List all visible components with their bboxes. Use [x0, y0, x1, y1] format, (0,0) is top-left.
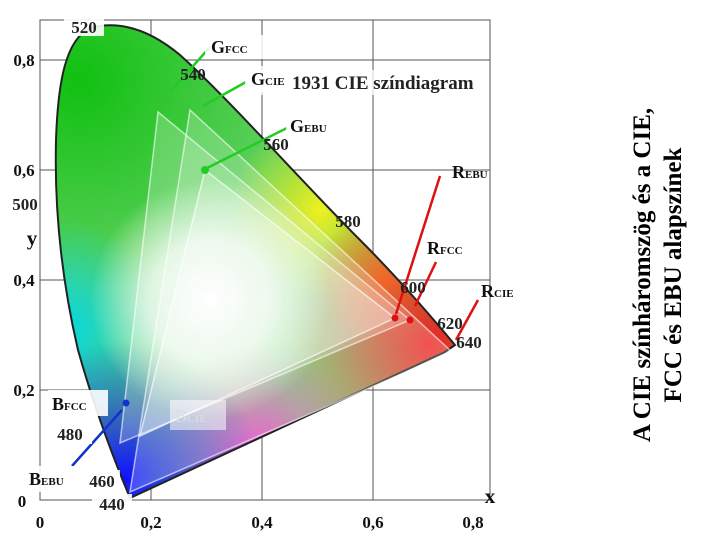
- y-tick-0-4: 0,4: [13, 271, 35, 290]
- wavelength-labels: 520 540 560 580 600 620 640 500 480 460 …: [12, 18, 482, 514]
- wl-460: 460: [89, 472, 115, 491]
- y-axis-title: y: [27, 226, 38, 250]
- x-tick-0: 0: [36, 513, 45, 532]
- g-fcc-bg: [205, 35, 263, 59]
- gamut-triangles: [119, 108, 454, 494]
- r-fcc-point: [406, 316, 414, 324]
- g-cie-leader: [202, 80, 247, 108]
- label-b-fcc: BFCC: [52, 394, 87, 414]
- r-ebu-leader: [394, 175, 442, 315]
- g-cie-bg: [245, 66, 303, 92]
- y-tick-0-6: 0,6: [13, 161, 34, 180]
- x-tick-0-2: 0,2: [140, 513, 161, 532]
- side-title-line-1: A CIE színháromszög és a CIE,: [629, 107, 656, 443]
- x-tick-0-6: 0,6: [362, 513, 383, 532]
- label-r-fcc: RFCC: [427, 238, 463, 258]
- fcc-triangle: [119, 110, 412, 445]
- side-title: A CIE színháromszög és a CIE, FCC és EBU…: [627, 100, 689, 450]
- b-fcc-point: [122, 399, 130, 407]
- g-fcc-leader: [169, 46, 211, 93]
- x-axis-ticks: 0 0,2 0,4 0,6 0,8: [36, 513, 484, 532]
- diagram-caption: 1931 CIE színdiagram: [292, 73, 474, 94]
- plot-frame: [39, 19, 491, 501]
- x-axis-title: x: [485, 484, 496, 508]
- label-r-cie: RCIE: [481, 281, 514, 301]
- r-cie-leader: [454, 299, 480, 341]
- label-g-cie: GCIE: [251, 69, 285, 89]
- label-g-ebu: GEBU: [290, 116, 327, 136]
- r-ebu-point: [391, 314, 399, 322]
- side-title-line-2: FCC és EBU alapszínek: [660, 147, 687, 403]
- label-b-cie: BCIE: [175, 406, 207, 426]
- leader-lines: [71, 46, 480, 467]
- label-b-ebu: BEBU: [29, 469, 64, 489]
- wl-540: 540: [180, 65, 206, 84]
- wl-520-bg: [64, 16, 104, 36]
- wl-560: 560: [263, 135, 289, 154]
- cie-triangle: [129, 108, 454, 494]
- b-ebu-bg: [25, 466, 85, 492]
- wl-520: 520: [71, 18, 97, 37]
- y-tick-0-2: 0,2: [13, 381, 34, 400]
- g-ebu-leader: [206, 126, 288, 170]
- wl-600: 600: [400, 278, 426, 297]
- wl-460-bg: [84, 470, 120, 492]
- r-fcc-leader: [413, 261, 438, 307]
- b-ebu-leader: [71, 409, 123, 467]
- label-r-ebu: REBU: [452, 162, 488, 182]
- primary-points: [122, 166, 414, 407]
- wl-620: 620: [437, 314, 463, 333]
- label-backgrounds: [25, 16, 482, 516]
- b-cie-bg: [170, 400, 226, 430]
- g-ebu-bg: [286, 115, 346, 139]
- y-tick-0-8: 0,8: [13, 51, 34, 70]
- ebu-triangle: [138, 168, 397, 438]
- wl-440: 440: [99, 495, 125, 514]
- primary-labels: GFCC GCIE GEBU REBU RFCC RCIE BFCC BCIE …: [29, 37, 514, 489]
- b-fcc-bg: [48, 390, 108, 416]
- label-g-fcc: GFCC: [211, 37, 248, 57]
- x-tick-0-4: 0,4: [251, 513, 273, 532]
- wl-480: 480: [57, 425, 83, 444]
- wl-580: 580: [335, 212, 361, 231]
- y-axis-ticks: 0 0,2 0,4 0,6 0,8: [13, 51, 35, 511]
- y-tick-0: 0: [18, 492, 27, 511]
- wl-500: 500: [12, 195, 38, 214]
- wl-640: 640: [456, 333, 482, 352]
- wl-480-bg: [48, 420, 92, 444]
- wl-440-bg: [92, 494, 132, 516]
- x-tick-0-8: 0,8: [462, 513, 483, 532]
